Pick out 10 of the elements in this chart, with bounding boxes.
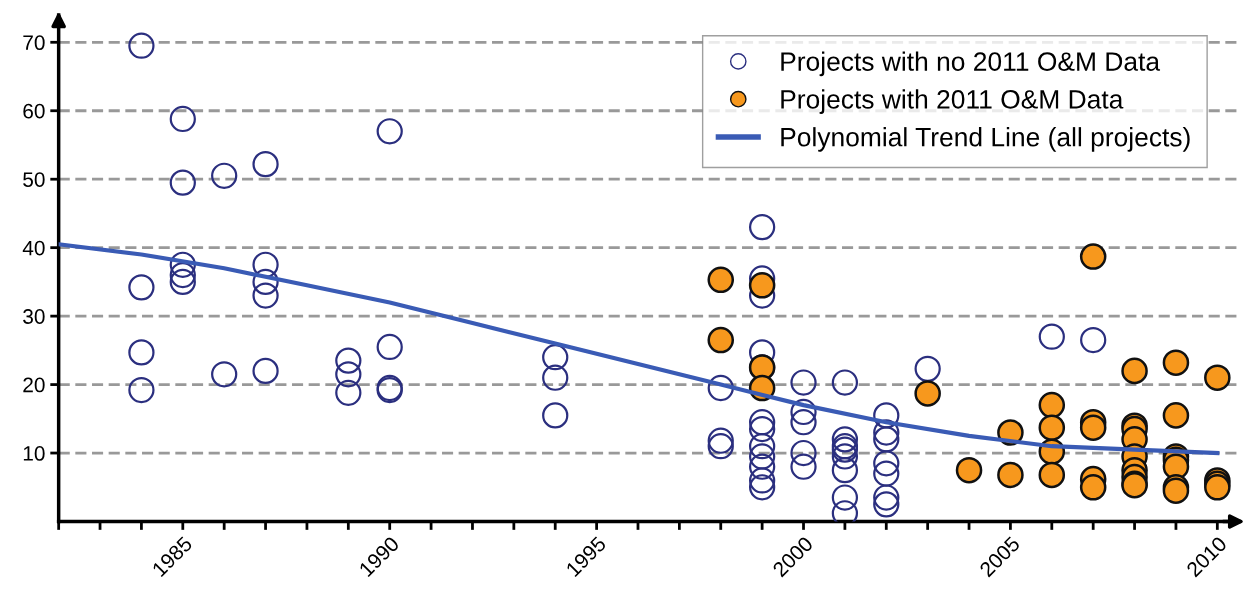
y-tick-label: 60 bbox=[23, 103, 45, 119]
legend-label: Polynomial Trend Line (all projects) bbox=[781, 127, 1190, 152]
y-tick-label: 20 bbox=[23, 377, 45, 393]
y-tick-label: 40 bbox=[22, 240, 45, 256]
y-tick-label: 50 bbox=[23, 172, 45, 187]
y-tick-label: 30 bbox=[23, 309, 45, 324]
y-tick-label: 10 bbox=[23, 446, 45, 461]
y-tick-label: 70 bbox=[23, 35, 45, 51]
legend-label: Projects with no 2011 O&M Data bbox=[781, 51, 1161, 77]
legend-label: Projects with 2011 O&M Data bbox=[781, 89, 1124, 114]
